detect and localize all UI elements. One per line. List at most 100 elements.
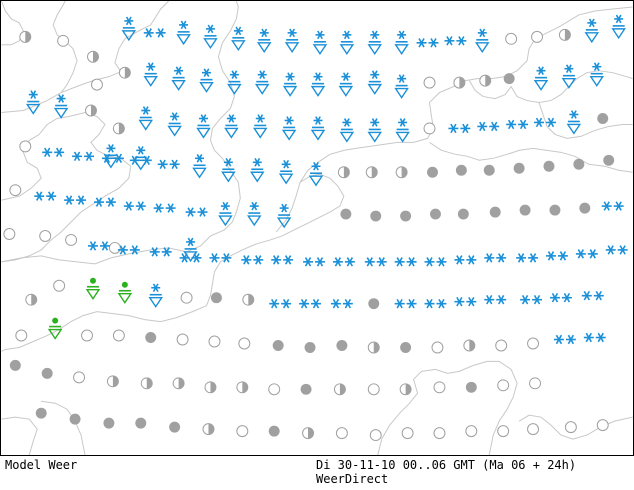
snow-symbol	[575, 249, 598, 259]
snow-symbol	[72, 151, 94, 162]
overcast-symbol	[336, 340, 348, 351]
snow-shower-symbol	[284, 28, 300, 54]
snow-symbol	[416, 38, 439, 48]
overcast-symbol	[483, 164, 495, 176]
snow-symbol	[454, 296, 477, 307]
snow-shower-symbol	[611, 14, 626, 40]
snow-symbol	[303, 257, 325, 267]
clear-symbol	[15, 329, 28, 342]
snow-shower-symbol	[121, 16, 137, 42]
snow-shower-symbol	[247, 201, 262, 227]
snow-symbol	[477, 121, 500, 132]
snow-symbol	[394, 298, 417, 309]
snow-symbol	[448, 123, 471, 134]
overcast-symbol	[41, 367, 53, 379]
clear-symbol	[497, 379, 510, 392]
snow-shower-symbol	[224, 114, 239, 139]
snow-shower-symbol	[256, 28, 272, 54]
half-cloudy-symbol	[112, 122, 125, 135]
overcast-symbol	[427, 166, 438, 178]
snow-symbol	[444, 36, 467, 46]
half-cloudy-symbol	[463, 339, 476, 352]
snow-symbol	[553, 334, 576, 345]
snow-shower-symbol	[589, 62, 605, 87]
snow-shower-symbol	[227, 70, 242, 95]
overcast-symbol	[210, 292, 222, 304]
snow-symbol	[605, 245, 628, 255]
snow-shower-symbol	[199, 68, 214, 93]
data-source: WeerDirect	[316, 472, 389, 486]
clear-symbol	[53, 279, 66, 292]
snow-shower-symbol	[218, 201, 233, 227]
snow-shower-symbol	[394, 30, 409, 56]
half-cloudy-symbol	[367, 341, 380, 354]
snow-shower-symbol	[276, 203, 292, 229]
snow-shower-symbol	[367, 30, 383, 56]
overcast-symbol	[603, 154, 615, 166]
snow-shower-symbol	[308, 161, 324, 187]
overcast-symbol	[145, 332, 157, 343]
half-cloudy-symbol	[333, 383, 346, 396]
snow-shower-symbol	[143, 62, 159, 87]
overcast-symbol	[573, 158, 585, 170]
clear-symbol	[73, 371, 86, 384]
snow-symbol	[271, 255, 294, 265]
snow-shower-symbol	[252, 114, 268, 139]
snow-shower-symbol	[566, 110, 582, 135]
overcast-symbol	[169, 421, 181, 433]
half-cloudy-symbol	[19, 30, 32, 43]
snow-shower-symbol	[584, 18, 600, 44]
overcast-symbol	[35, 407, 47, 419]
snow-symbol	[330, 298, 353, 309]
clear-symbol	[238, 337, 251, 350]
overcast-symbol	[400, 210, 412, 222]
snow-shower-symbol	[281, 116, 297, 141]
snow-shower-symbol	[310, 116, 326, 141]
snow-symbol	[506, 119, 529, 130]
clear-symbol	[9, 184, 22, 197]
clear-symbol	[497, 425, 510, 438]
overcast-symbol	[370, 210, 382, 222]
snow-shower-symbol	[282, 72, 298, 97]
overcast-symbol	[272, 340, 284, 351]
half-cloudy-symbol	[140, 377, 153, 390]
clear-symbol	[81, 329, 93, 342]
snow-shower-symbol	[249, 158, 265, 183]
snow-shower-symbol	[148, 283, 163, 308]
half-cloudy-symbol	[25, 293, 38, 306]
half-cloudy-symbol	[453, 76, 466, 89]
overcast-symbol	[519, 204, 531, 216]
overcast-symbol	[503, 73, 515, 85]
validity-time: Di 30-11-10 00..06 GMT (Ma 06 + 24h)	[316, 458, 577, 472]
snow-symbol	[520, 294, 543, 305]
snow-symbol	[64, 195, 87, 205]
snow-symbol	[601, 201, 624, 211]
half-cloudy-symbol	[85, 104, 97, 117]
clear-symbol	[564, 421, 577, 434]
snow-symbol	[454, 255, 477, 265]
clear-symbol	[108, 241, 121, 254]
half-cloudy-symbol	[204, 381, 217, 394]
snow-shower-symbol	[339, 30, 355, 56]
clear-symbol	[431, 341, 444, 354]
clear-symbol	[367, 383, 380, 396]
clear-symbol	[112, 329, 125, 342]
clear-symbol	[57, 34, 70, 47]
snow-shower-symbol	[176, 20, 191, 46]
overcast-symbol	[579, 202, 591, 214]
snow-shower-symbol	[339, 118, 355, 143]
overcast-symbol	[489, 206, 501, 218]
snow-symbol	[241, 255, 264, 265]
rain-shower-symbol	[47, 317, 63, 340]
weather-symbols	[3, 14, 628, 442]
snow-symbol	[516, 253, 539, 263]
half-cloudy-symbol	[399, 383, 412, 396]
overcast-symbol	[340, 208, 352, 220]
half-cloudy-symbol	[202, 423, 215, 436]
clear-symbol	[369, 429, 382, 442]
snow-shower-symbol	[312, 30, 328, 56]
weather-map	[0, 0, 634, 456]
clear-symbol	[433, 381, 446, 394]
snow-symbol	[549, 292, 572, 303]
clear-symbol	[176, 333, 189, 346]
